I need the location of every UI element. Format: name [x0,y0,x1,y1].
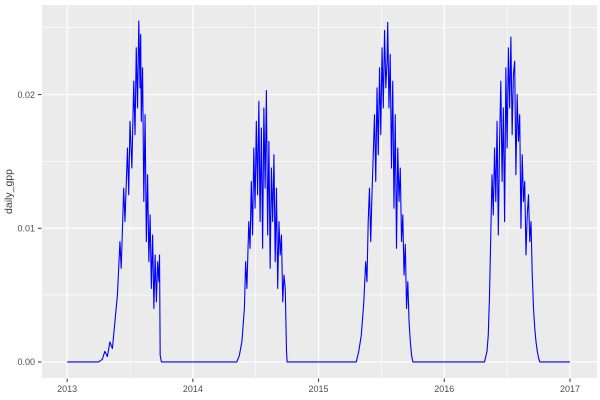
y-tick-label: 0.00 [17,357,35,367]
grid-major-lines [42,5,597,378]
x-tick-label: 2016 [434,384,454,394]
y-axis-tick-labels: 0.00 0.01 0.02 [17,90,35,367]
x-axis-tick-labels: 2013 2014 2015 2016 2017 [57,384,580,394]
x-tick-label: 2015 [309,384,329,394]
y-axis-tick-marks [38,94,42,363]
x-tick-label: 2017 [560,384,580,394]
x-tick-label: 2013 [57,384,77,394]
x-tick-label: 2014 [183,384,203,394]
gpp-line-series [67,20,570,363]
y-tick-label: 0.02 [17,90,35,100]
y-axis-title: daily_gpp [3,169,15,214]
panel-background [42,5,597,378]
y-tick-label: 0.01 [17,223,35,233]
x-axis-tick-marks [66,378,571,382]
